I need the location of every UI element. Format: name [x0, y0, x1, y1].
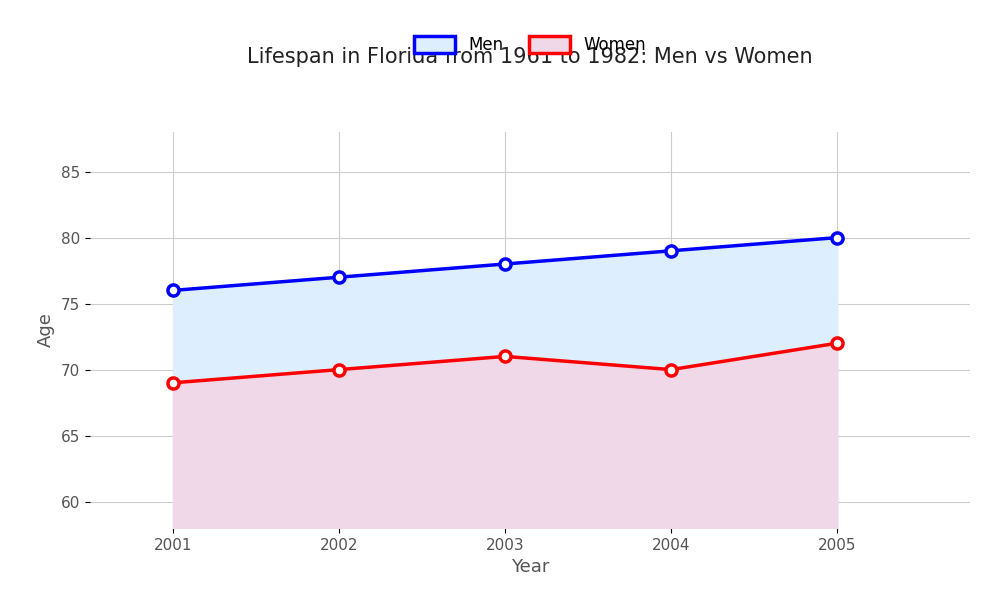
- X-axis label: Year: Year: [511, 558, 549, 576]
- Title: Lifespan in Florida from 1961 to 1982: Men vs Women: Lifespan in Florida from 1961 to 1982: M…: [247, 47, 813, 67]
- Legend: Men, Women: Men, Women: [407, 29, 653, 61]
- Y-axis label: Age: Age: [37, 313, 55, 347]
